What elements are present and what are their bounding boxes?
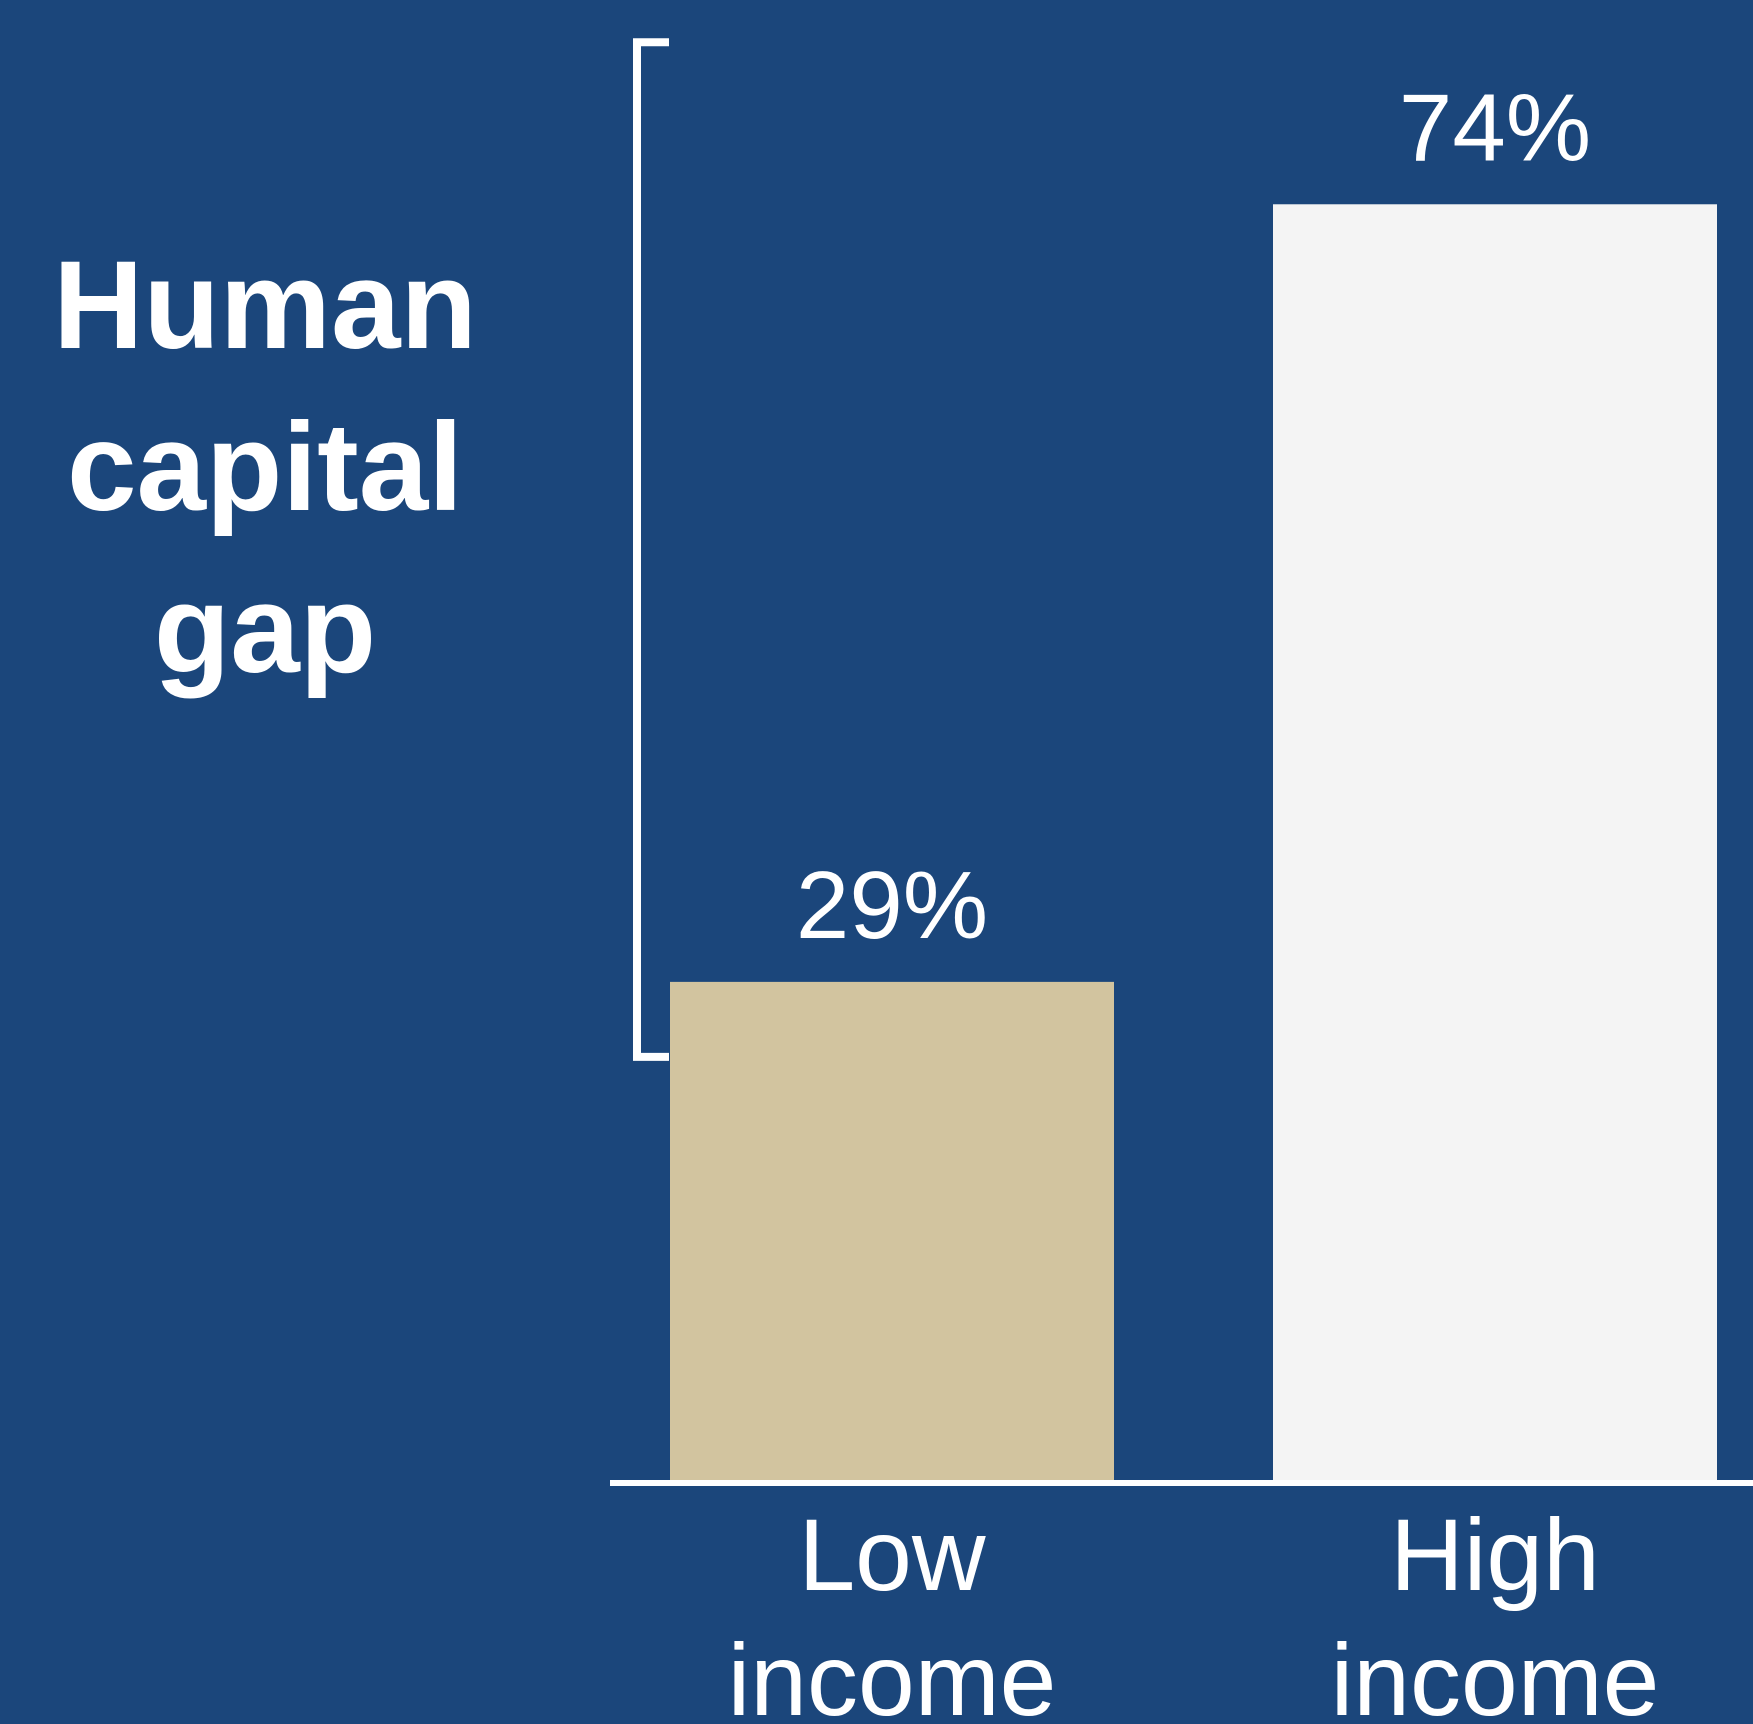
gap-annotation-label: Human capital gap	[0, 225, 530, 711]
bar-1	[670, 981, 1114, 1483]
value-label-1: 29%	[796, 852, 988, 959]
gap-label-line-1: Human	[53, 236, 477, 375]
gap-bracket	[633, 38, 669, 1061]
bar-2	[1273, 204, 1717, 1483]
category-label-2-line-2: income	[1331, 1623, 1660, 1724]
category-label-1-line-1: Low	[798, 1498, 985, 1612]
gap-label-line-3: gap	[153, 560, 377, 699]
value-label-2: 74%	[1399, 74, 1591, 181]
gap-label-line-2: capital	[67, 398, 463, 537]
category-label-1-line-2: income	[728, 1623, 1057, 1724]
category-label-2-line-1: High	[1390, 1498, 1600, 1612]
